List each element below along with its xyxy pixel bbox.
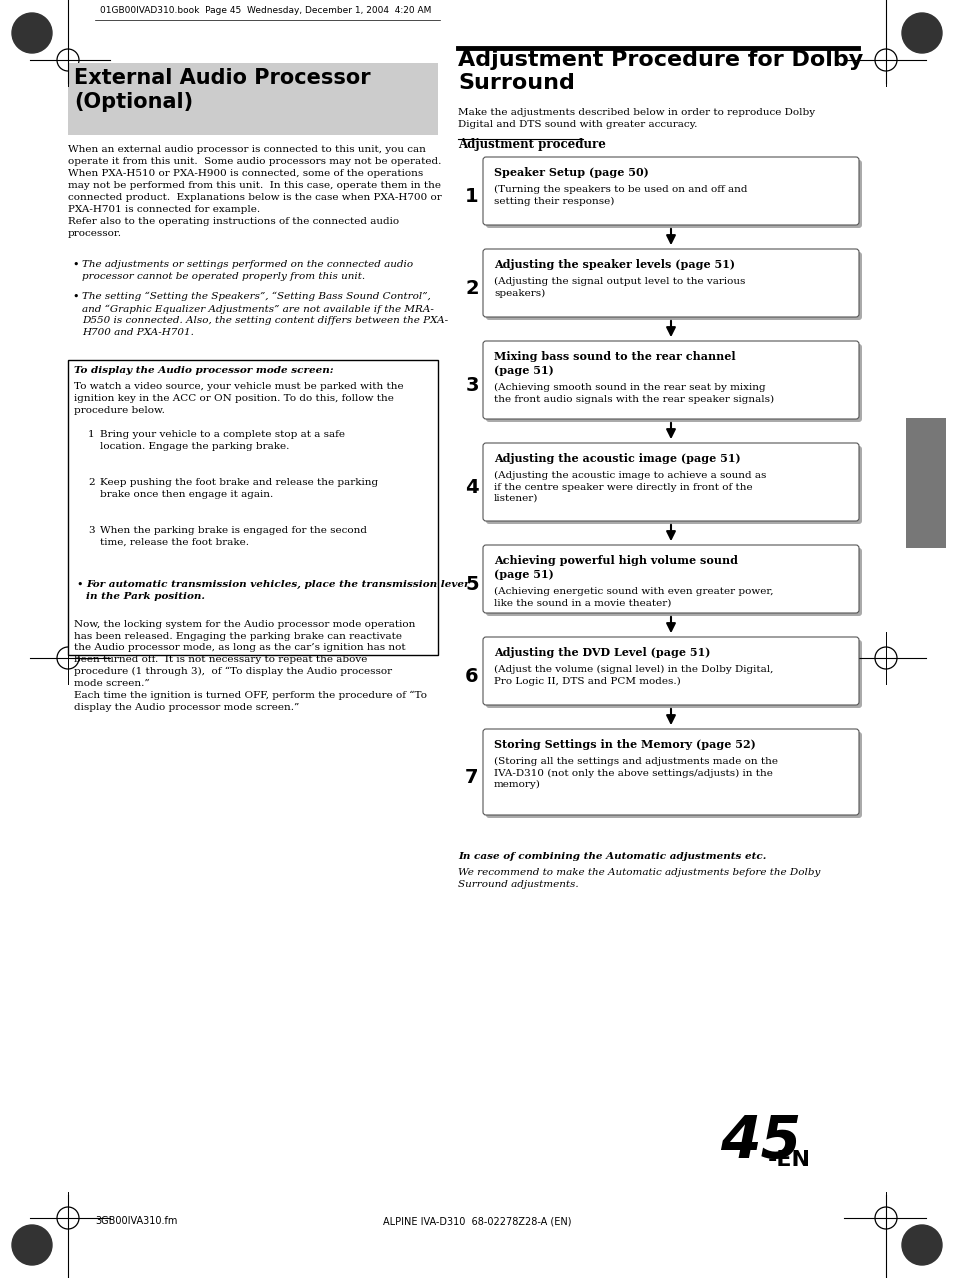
Text: •: • [71, 259, 78, 270]
Text: Adjusting the speaker levels (page 51): Adjusting the speaker levels (page 51) [494, 259, 734, 270]
Text: The setting “Setting the Speakers”, “Setting Bass Sound Control”,
and “Graphic E: The setting “Setting the Speakers”, “Set… [82, 291, 448, 337]
FancyBboxPatch shape [68, 63, 437, 135]
Text: 1: 1 [88, 429, 94, 440]
Text: Now, the locking system for the Audio processor mode operation
has been released: Now, the locking system for the Audio pr… [74, 620, 427, 712]
Text: Achieving powerful high volume sound
(page 51): Achieving powerful high volume sound (pa… [494, 555, 738, 580]
Text: 3: 3 [465, 376, 478, 395]
FancyBboxPatch shape [485, 548, 862, 616]
FancyBboxPatch shape [482, 443, 858, 521]
FancyBboxPatch shape [482, 544, 858, 613]
Text: 45: 45 [720, 1113, 801, 1169]
Text: 3GB00IVA310.fm: 3GB00IVA310.fm [95, 1215, 177, 1226]
Text: 2: 2 [88, 478, 94, 487]
FancyBboxPatch shape [482, 341, 858, 419]
Text: (Achieving smooth sound in the rear seat by mixing
the front audio signals with : (Achieving smooth sound in the rear seat… [494, 383, 773, 404]
Text: Adjusting the acoustic image (page 51): Adjusting the acoustic image (page 51) [494, 452, 740, 464]
Text: -EN: -EN [767, 1150, 810, 1169]
Text: 4: 4 [465, 478, 478, 497]
Text: ALPINE IVA-D310  68-02278Z28-A (EN): ALPINE IVA-D310 68-02278Z28-A (EN) [382, 1215, 571, 1226]
FancyBboxPatch shape [485, 344, 862, 422]
Text: 01GB00IVAD310.book  Page 45  Wednesday, December 1, 2004  4:20 AM: 01GB00IVAD310.book Page 45 Wednesday, De… [100, 6, 431, 15]
FancyBboxPatch shape [482, 728, 858, 815]
FancyBboxPatch shape [485, 446, 862, 524]
Text: Make the adjustments described below in order to reproduce Dolby
Digital and DTS: Make the adjustments described below in … [457, 109, 814, 129]
FancyBboxPatch shape [485, 160, 862, 227]
Text: When an external audio processor is connected to this unit, you can
operate it f: When an external audio processor is conn… [68, 144, 441, 238]
Text: 7: 7 [465, 768, 478, 787]
Text: 5: 5 [465, 575, 478, 594]
Text: •: • [76, 580, 82, 590]
Text: (Adjusting the signal output level to the various
speakers): (Adjusting the signal output level to th… [494, 277, 744, 298]
Circle shape [901, 1226, 941, 1265]
Circle shape [12, 1226, 52, 1265]
FancyBboxPatch shape [485, 252, 862, 320]
Circle shape [901, 13, 941, 52]
Text: Adjustment procedure: Adjustment procedure [457, 138, 605, 151]
Text: We recommend to make the Automatic adjustments before the Dolby
Surround adjustm: We recommend to make the Automatic adjus… [457, 868, 820, 889]
Text: •: • [71, 291, 78, 302]
Text: When the parking brake is engaged for the second
time, release the foot brake.: When the parking brake is engaged for th… [100, 527, 367, 547]
FancyBboxPatch shape [905, 418, 945, 548]
Text: Mixing bass sound to the rear channel
(page 51): Mixing bass sound to the rear channel (p… [494, 351, 735, 376]
Text: (Turning the speakers to be used on and off and
setting their response): (Turning the speakers to be used on and … [494, 185, 747, 206]
Text: (Adjusting the acoustic image to achieve a sound as
if the centre speaker were d: (Adjusting the acoustic image to achieve… [494, 472, 765, 504]
FancyBboxPatch shape [482, 157, 858, 225]
Text: Bring your vehicle to a complete stop at a safe
location. Engage the parking bra: Bring your vehicle to a complete stop at… [100, 429, 345, 451]
Text: To display the Audio processor mode screen:: To display the Audio processor mode scre… [74, 366, 334, 374]
FancyBboxPatch shape [485, 640, 862, 708]
Text: Keep pushing the foot brake and release the parking
brake once then engage it ag: Keep pushing the foot brake and release … [100, 478, 377, 498]
Text: 1: 1 [465, 187, 478, 206]
FancyBboxPatch shape [68, 360, 437, 656]
FancyBboxPatch shape [485, 732, 862, 818]
Text: Speaker Setup (page 50): Speaker Setup (page 50) [494, 167, 648, 178]
Text: In case of combining the Automatic adjustments etc.: In case of combining the Automatic adjus… [457, 852, 765, 861]
Text: For automatic transmission vehicles, place the transmission lever
in the Park po: For automatic transmission vehicles, pla… [86, 580, 469, 601]
Text: 2: 2 [465, 279, 478, 298]
FancyBboxPatch shape [482, 636, 858, 705]
Text: 3: 3 [88, 527, 94, 535]
Text: To watch a video source, your vehicle must be parked with the
ignition key in th: To watch a video source, your vehicle mu… [74, 382, 403, 414]
Text: (Achieving energetic sound with even greater power,
like the sound in a movie th: (Achieving energetic sound with even gre… [494, 587, 773, 607]
Text: Adjusting the DVD Level (page 51): Adjusting the DVD Level (page 51) [494, 647, 710, 658]
Text: Storing Settings in the Memory (page 52): Storing Settings in the Memory (page 52) [494, 739, 755, 750]
Text: External Audio Processor
(Optional): External Audio Processor (Optional) [74, 68, 370, 112]
Text: The adjustments or settings performed on the connected audio
processor cannot be: The adjustments or settings performed on… [82, 259, 413, 281]
Text: (Storing all the settings and adjustments made on the
IVA-D310 (not only the abo: (Storing all the settings and adjustment… [494, 757, 778, 790]
FancyBboxPatch shape [482, 249, 858, 317]
Text: 6: 6 [465, 667, 478, 686]
Text: Adjustment Procedure for Dolby
Surround: Adjustment Procedure for Dolby Surround [457, 50, 862, 93]
Text: (Adjust the volume (signal level) in the Dolby Digital,
Pro Logic II, DTS and PC: (Adjust the volume (signal level) in the… [494, 665, 773, 686]
Circle shape [12, 13, 52, 52]
